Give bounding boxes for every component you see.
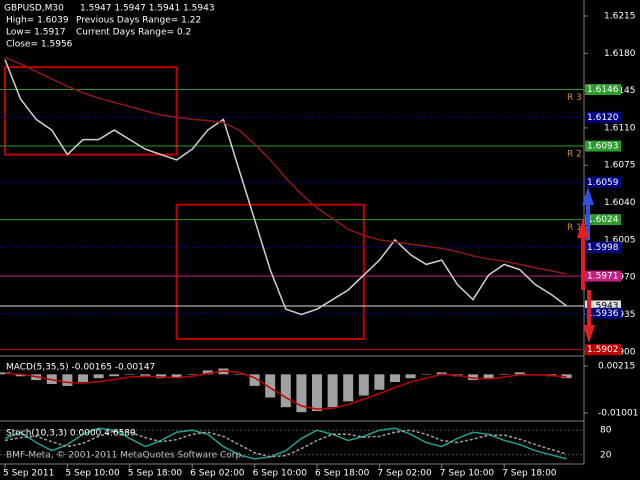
y-tick-label: 80 (600, 426, 612, 436)
prev-range: Previous Days Range= 1.22 (76, 16, 201, 26)
level-label: 1.5902 (587, 345, 619, 355)
copyright: BMF-Meta, © 2001-2011 MetaQuotes Softwar… (6, 451, 244, 461)
macd-bar (249, 374, 260, 386)
level-label: 1.6059 (587, 178, 619, 188)
macd-bar (312, 374, 322, 412)
stoch-title: Stoch(10,3,3) 0.0000 4.6589 (6, 429, 136, 439)
level-box (585, 111, 621, 123)
macd-bar (483, 374, 494, 379)
close: Close= 1.5956 (6, 40, 73, 50)
level-label: 1.5998 (587, 243, 619, 253)
series-line (4, 59, 568, 316)
macd-bar (327, 374, 338, 408)
macd-bar (156, 374, 166, 379)
level-box (585, 176, 621, 188)
arrow-up (577, 218, 589, 290)
macd-bar (374, 374, 385, 390)
macd-bar (15, 374, 26, 377)
high: High= 1.6039 (6, 16, 69, 26)
level-label: 1.5943 (587, 301, 619, 311)
macd-bar (561, 374, 572, 379)
x-tick-label: 7 Sep 18:00 (502, 469, 557, 479)
level-label: 1.6024 (587, 215, 619, 225)
y-tick-label: 1.6075 (604, 161, 636, 171)
level-box (585, 270, 621, 282)
macd-bar (421, 374, 432, 375)
level-label: 1.5936 (587, 309, 619, 319)
series-line (4, 56, 567, 275)
level-box (585, 307, 621, 319)
level-tag: R 2 (567, 150, 582, 160)
macd-bar (202, 370, 213, 375)
x-tick-label: 5 Sep 10:00 (65, 469, 120, 479)
level-box (585, 241, 621, 253)
symbol: GBPUSD,M30 (4, 4, 64, 14)
y-tick-label: 1.6215 (604, 11, 636, 21)
plot: 5 Sep 2011 5 Sep 10:00 5 Sep 18:00 6 Sep 02… (0, 11, 638, 479)
y-tick-label: 1.6040 (604, 198, 636, 208)
arrow-down (583, 290, 595, 343)
macd-bar (265, 374, 276, 398)
x-tick-label: 5 Sep 2011 (3, 469, 54, 479)
level-box (585, 140, 621, 152)
level-label: 1.6093 (587, 142, 619, 152)
macd-bar (499, 374, 510, 375)
macd-bar (124, 374, 135, 375)
x-tick-label: 6 Sep 18:00 (315, 469, 370, 479)
cur-range: Current Days Range= 0.2 (76, 28, 191, 38)
macd-bar (296, 374, 307, 413)
macd-bar (78, 374, 88, 383)
macd-bar (140, 374, 151, 377)
level-tag: R 1 (567, 223, 582, 233)
y-tick-label: 0.00215 (598, 362, 635, 372)
y-tick-label: 1.6110 (604, 123, 636, 133)
x-tick-label: 6 Sep 02:00 (190, 469, 245, 479)
x-tick-label: 7 Sep 10:00 (440, 469, 495, 479)
y-tick-label: 1.6180 (604, 49, 636, 59)
y-tick-label: 20 (600, 450, 612, 460)
macd-bar (280, 374, 291, 408)
level-box (585, 344, 621, 356)
macd-bar (62, 374, 73, 386)
macd-bar (234, 374, 244, 375)
level-label: 1.6120 (587, 113, 619, 123)
day-box (4, 66, 178, 156)
low: Low= 1.5917 (6, 28, 66, 38)
macd-bar (109, 374, 120, 377)
macd-title: MACD(5,35,5) -0.00165 -0.00147 (6, 363, 155, 373)
macd-bar (171, 374, 182, 379)
macd-bar (405, 374, 416, 379)
level-label: 1.6146 (587, 85, 619, 95)
series-line (4, 370, 567, 410)
macd-bar (358, 374, 369, 396)
ohlc: 1.5947 1.5947 1.5941 1.5943 (80, 4, 215, 14)
level-box (585, 214, 621, 226)
level-box (585, 300, 621, 312)
macd-bar (468, 374, 478, 381)
y-tick-label: -0.01001 (598, 409, 638, 419)
arrow-up (582, 187, 594, 240)
x-tick-label: 7 Sep 02:00 (377, 469, 432, 479)
macd-bar (514, 372, 525, 375)
macd-bar (390, 374, 400, 383)
arrows (577, 187, 595, 343)
level-box (585, 84, 621, 96)
macd-bar (187, 374, 198, 375)
level-tag: R 3 (567, 93, 582, 103)
x-tick-label: 6 Sep 10:00 (253, 469, 308, 479)
x-tick-label: 5 Sep 18:00 (128, 469, 183, 479)
macd-bar (0, 372, 10, 375)
level-label: 1.5971 (587, 272, 619, 282)
macd-bar (343, 374, 354, 402)
macd-bar (436, 372, 447, 375)
day-box (175, 203, 365, 341)
series-line (4, 427, 567, 460)
y-tick-label: 1.6005 (604, 235, 636, 245)
series-line (4, 429, 567, 458)
macd-bar (93, 374, 104, 379)
